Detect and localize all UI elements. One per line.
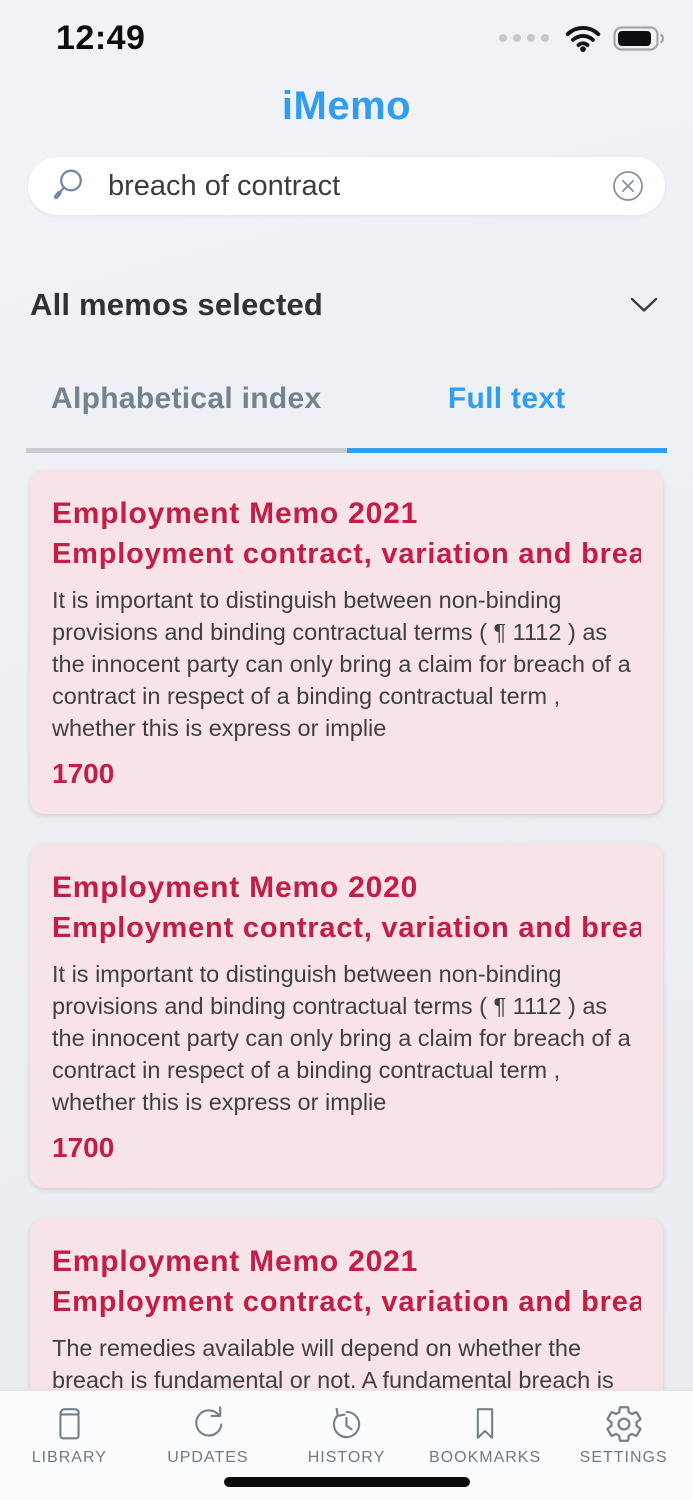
result-card[interactable]: Employment Memo 2021 Employment contract… xyxy=(30,470,663,814)
search-results-list: Employment Memo 2021 Employment contract… xyxy=(30,470,663,1500)
result-source: Employment Memo 2021 xyxy=(52,497,419,530)
tab-bar-item-settings[interactable]: SETTINGS xyxy=(554,1391,693,1500)
result-snippet: It is important to distinguish between n… xyxy=(52,961,631,1115)
status-time: 12:49 xyxy=(56,18,146,57)
tab-bar-item-updates[interactable]: UPDATES xyxy=(139,1391,278,1500)
cellular-signal-icon xyxy=(499,34,549,42)
result-source: Employment Memo 2021 xyxy=(52,1245,419,1278)
result-title: Employment contract, variation and breac… xyxy=(52,912,641,944)
clear-search-button[interactable] xyxy=(605,163,651,209)
result-source: Employment Memo 2020 xyxy=(52,871,419,904)
status-bar: 12:49 xyxy=(0,14,693,62)
result-card[interactable]: Employment Memo 2020 Employment contract… xyxy=(30,844,663,1188)
tab-full-text[interactable]: Full text xyxy=(346,382,667,453)
tab-bar-label: BOOKMARKS xyxy=(429,1449,542,1466)
close-circle-icon xyxy=(609,167,647,205)
memo-filter-dropdown[interactable]: All memos selected xyxy=(30,284,659,326)
bookmarks-icon xyxy=(464,1403,506,1445)
tab-bar-label: HISTORY xyxy=(307,1449,386,1466)
tab-bar-label: SETTINGS xyxy=(579,1449,668,1466)
result-title: Employment contract, variation and breac… xyxy=(52,1286,641,1318)
chevron-down-icon xyxy=(629,296,659,314)
tab-bar-item-bookmarks[interactable]: BOOKMARKS xyxy=(416,1391,555,1500)
history-icon xyxy=(325,1403,367,1445)
wifi-icon xyxy=(565,25,601,52)
result-title: Employment contract, variation and breac… xyxy=(52,538,641,570)
home-indicator[interactable] xyxy=(223,1477,470,1487)
updates-icon xyxy=(187,1403,229,1445)
library-icon xyxy=(48,1403,90,1445)
tab-bar-label: LIBRARY xyxy=(31,1449,107,1466)
tab-alphabetical-index[interactable]: Alphabetical index xyxy=(26,382,347,453)
battery-icon xyxy=(613,25,665,51)
settings-icon xyxy=(603,1403,645,1445)
tab-bar-label: UPDATES xyxy=(167,1449,249,1466)
memo-filter-label: All memos selected xyxy=(30,287,324,322)
result-paragraph-ref: 1700 xyxy=(52,758,115,789)
search-input[interactable] xyxy=(108,169,605,203)
tab-bar-item-library[interactable]: LIBRARY xyxy=(0,1391,139,1500)
search-icon xyxy=(50,167,86,205)
tab-bar-item-history[interactable]: HISTORY xyxy=(277,1391,416,1500)
status-icons xyxy=(499,25,665,52)
result-snippet: It is important to distinguish between n… xyxy=(52,587,631,741)
result-paragraph-ref: 1700 xyxy=(52,1132,115,1163)
search-bar xyxy=(28,157,665,215)
page-title: iMemo xyxy=(281,84,412,128)
index-tabs: Alphabetical index Full text xyxy=(26,382,667,453)
